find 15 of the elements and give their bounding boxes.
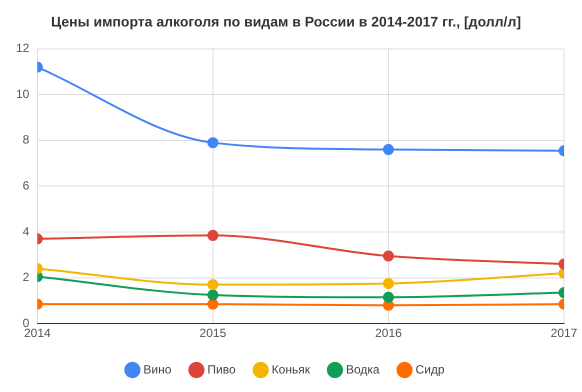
y-tick-label: 2 — [22, 270, 30, 284]
x-tick-label: 2016 — [375, 326, 402, 340]
chart-title: Цены импорта алкоголя по видам в России в 2014-2017 гг., [долл/л] — [50, 13, 522, 30]
x-tick-label: 2017 — [550, 326, 578, 340]
y-tick-label: 12 — [16, 41, 30, 56]
legend-label: Коньяк — [272, 362, 311, 376]
legend-label: Пиво — [207, 362, 236, 376]
y-tick-label: 4 — [22, 224, 30, 238]
legend-label: Водка — [346, 362, 380, 376]
legend-label: Вино — [143, 362, 172, 376]
x-tick-label: 2015 — [200, 326, 227, 340]
y-tick-label: 8 — [22, 132, 30, 147]
legend-label: Сидр — [416, 362, 445, 376]
y-tick-label: 6 — [22, 178, 30, 193]
y-tick-label: 10 — [16, 86, 30, 101]
